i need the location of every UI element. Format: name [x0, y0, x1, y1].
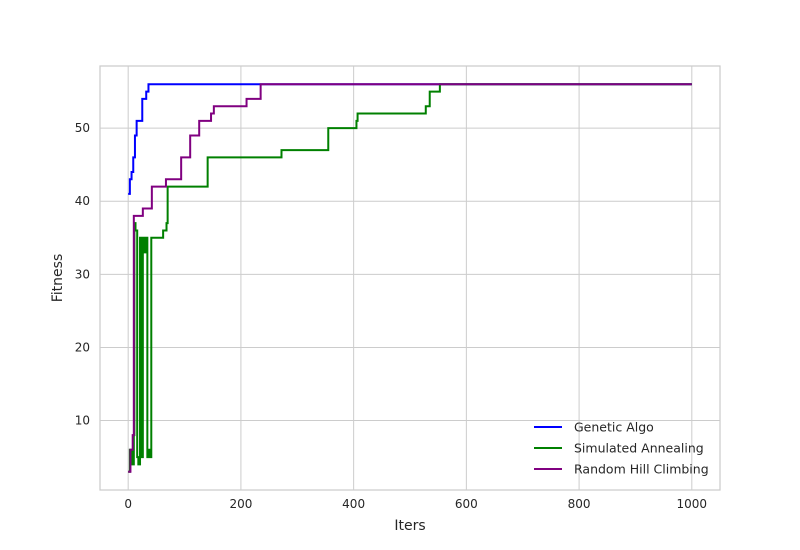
x-tick-label: 200: [229, 497, 252, 511]
plot-frame: [99, 65, 721, 491]
legend-label: Simulated Annealing: [574, 441, 704, 456]
plot-area: [99, 65, 721, 491]
series-line-0: [128, 83, 692, 195]
series-line-2: [128, 83, 692, 473]
y-axis-label: Fitness: [50, 254, 66, 303]
series-line-1: [128, 83, 692, 473]
y-tick-label: 40: [75, 194, 90, 208]
y-tick-label: 30: [75, 267, 90, 281]
legend-label: Random Hill Climbing: [574, 462, 709, 477]
y-tick-label: 50: [75, 121, 90, 135]
grid: [100, 66, 720, 490]
tick-labels: 0 200 400 600 800 1000 10 20 30 40 50: [75, 121, 707, 511]
x-tick-label: 1000: [677, 497, 708, 511]
x-tick-label: 800: [568, 497, 591, 511]
x-tick-label: 0: [124, 497, 132, 511]
y-tick-label: 20: [75, 340, 90, 354]
legend: Genetic Algo Simulated Annealing Random Hi…: [534, 420, 709, 477]
x-axis-label: Iters: [394, 518, 425, 534]
x-tick-label: 400: [342, 497, 365, 511]
y-tick-label: 10: [75, 414, 90, 428]
legend-label: Genetic Algo: [574, 420, 654, 435]
series-lines: [128, 83, 692, 473]
x-tick-label: 600: [455, 497, 478, 511]
